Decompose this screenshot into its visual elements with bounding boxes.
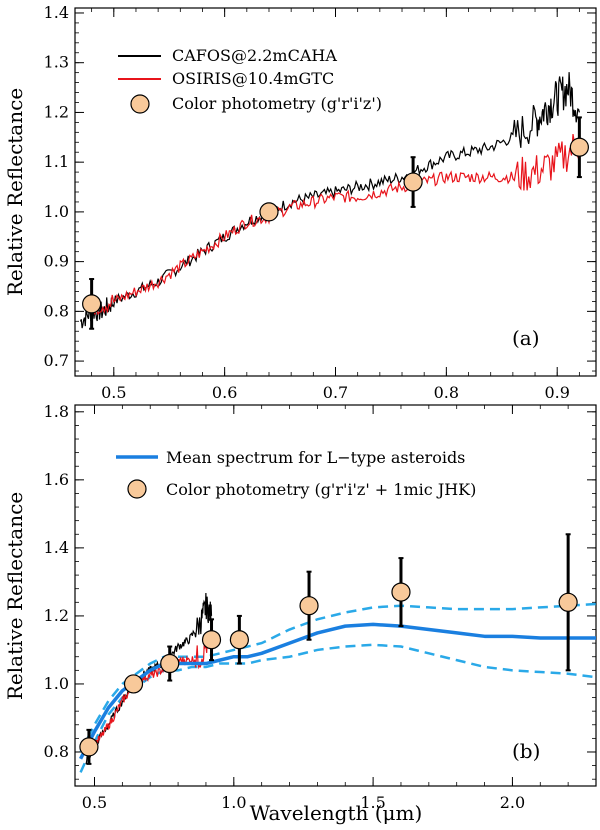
photometry-point xyxy=(391,582,411,602)
y-tick-label: 0.8 xyxy=(44,742,69,761)
legend-label-mean-spectrum: Mean spectrum for L−type asteroids xyxy=(166,448,465,467)
y-tick-label: 1.4 xyxy=(44,3,69,22)
panel-a-y-axis: 0.7 0.8 0.9 1.0 1.1 1.2 1.3 1.4 xyxy=(44,3,596,372)
panel-a-legend: CAFOS@2.2mCAHA OSIRIS@10.4mGTC Color pho… xyxy=(118,46,382,114)
x-tick-label: 0.5 xyxy=(82,793,107,812)
y-tick-label: 1.6 xyxy=(44,470,69,489)
panel-b-series xyxy=(85,592,213,765)
y-tick-label: 1.0 xyxy=(44,674,69,693)
spectrum-line-osiris xyxy=(91,134,580,316)
panel-b-frame xyxy=(74,404,597,787)
legend-label-photometry: Color photometry (g'r'i'z') xyxy=(172,94,382,113)
panel-b-mean-band xyxy=(79,602,597,773)
x-tick-label: 0.6 xyxy=(212,383,237,402)
photometry-point xyxy=(201,630,222,650)
legend-label-cafos: CAFOS@2.2mCAHA xyxy=(172,46,337,65)
panel-b-label: (b) xyxy=(512,739,540,763)
y-tick-label: 1.4 xyxy=(44,538,69,557)
photometry-point xyxy=(229,630,249,650)
x-tick-label: 0.7 xyxy=(323,383,348,402)
legend-label-osiris: OSIRIS@10.4mGTC xyxy=(172,69,334,88)
panel-a-label: (a) xyxy=(512,326,540,350)
x-tick-label: 0.9 xyxy=(544,383,569,402)
photometry-point xyxy=(569,137,589,157)
spectrum-line-osiris xyxy=(88,629,213,756)
y-tick-label: 1.2 xyxy=(44,102,69,121)
y-tick-label: 1.0 xyxy=(44,202,69,221)
x-tick-label: 0.8 xyxy=(434,383,459,402)
x-axis-title: Wavelength (μm) xyxy=(250,801,423,825)
legend-marker-photometry xyxy=(130,94,150,114)
x-tick-label: 0.5 xyxy=(101,383,126,402)
panel-b-y-axis-title: Relative Reflectance xyxy=(3,492,27,700)
y-tick-label: 1.8 xyxy=(44,402,69,421)
panel-b-photometry xyxy=(79,533,578,765)
photometry-point xyxy=(259,202,279,222)
y-tick-label: 1.3 xyxy=(44,53,69,72)
panel-b: 0.5 1.0 1.5 2.0 0.8 1.0 1.2 1.4 1.6 1.8 Relative… xyxy=(3,402,597,825)
x-tick-label: 2.0 xyxy=(500,793,525,812)
mean-spectrum-lower-bound xyxy=(79,643,597,773)
panel-a-series xyxy=(79,72,580,329)
panel-b-legend: Mean spectrum for L−type asteroids Color… xyxy=(116,448,476,499)
y-tick-label: 0.7 xyxy=(44,351,69,370)
photometry-point xyxy=(403,172,423,192)
spectrum-line-cafos xyxy=(79,72,580,329)
panel-a-x-axis: 0.5 0.6 0.7 0.8 0.9 xyxy=(91,8,580,402)
photometry-point xyxy=(123,674,144,694)
panel-b-y-axis: 0.8 1.0 1.2 1.4 1.6 1.8 xyxy=(44,402,596,780)
y-tick-label: 1.2 xyxy=(44,606,69,625)
photometry-point xyxy=(299,596,319,616)
panel-a: 0.5 0.6 0.7 0.8 0.9 0.7 0.8 0.9 1.0 1.1 1.2 1.3 1.4… xyxy=(3,3,597,402)
legend-marker-photometry-jhk xyxy=(127,479,147,499)
photometry-point xyxy=(558,592,578,612)
panel-a-y-axis-title: Relative Reflectance xyxy=(3,88,27,296)
x-tick-label: 1.0 xyxy=(221,793,246,812)
x-tick-label: 1.5 xyxy=(360,793,385,812)
y-tick-label: 0.8 xyxy=(44,301,69,320)
panel-b-x-axis: 0.5 1.0 1.5 2.0 xyxy=(82,405,569,812)
photometry-point xyxy=(79,737,99,757)
legend-label-photometry-jhk: Color photometry (g'r'i'z' + 1mic JHK) xyxy=(166,480,476,499)
y-tick-label: 0.9 xyxy=(44,252,69,271)
mean-spectrum-upper-bound xyxy=(79,602,597,753)
y-tick-label: 1.1 xyxy=(44,152,69,171)
panel-a-photometry xyxy=(82,116,589,330)
photometry-point xyxy=(160,653,180,674)
photometry-point xyxy=(82,294,102,314)
